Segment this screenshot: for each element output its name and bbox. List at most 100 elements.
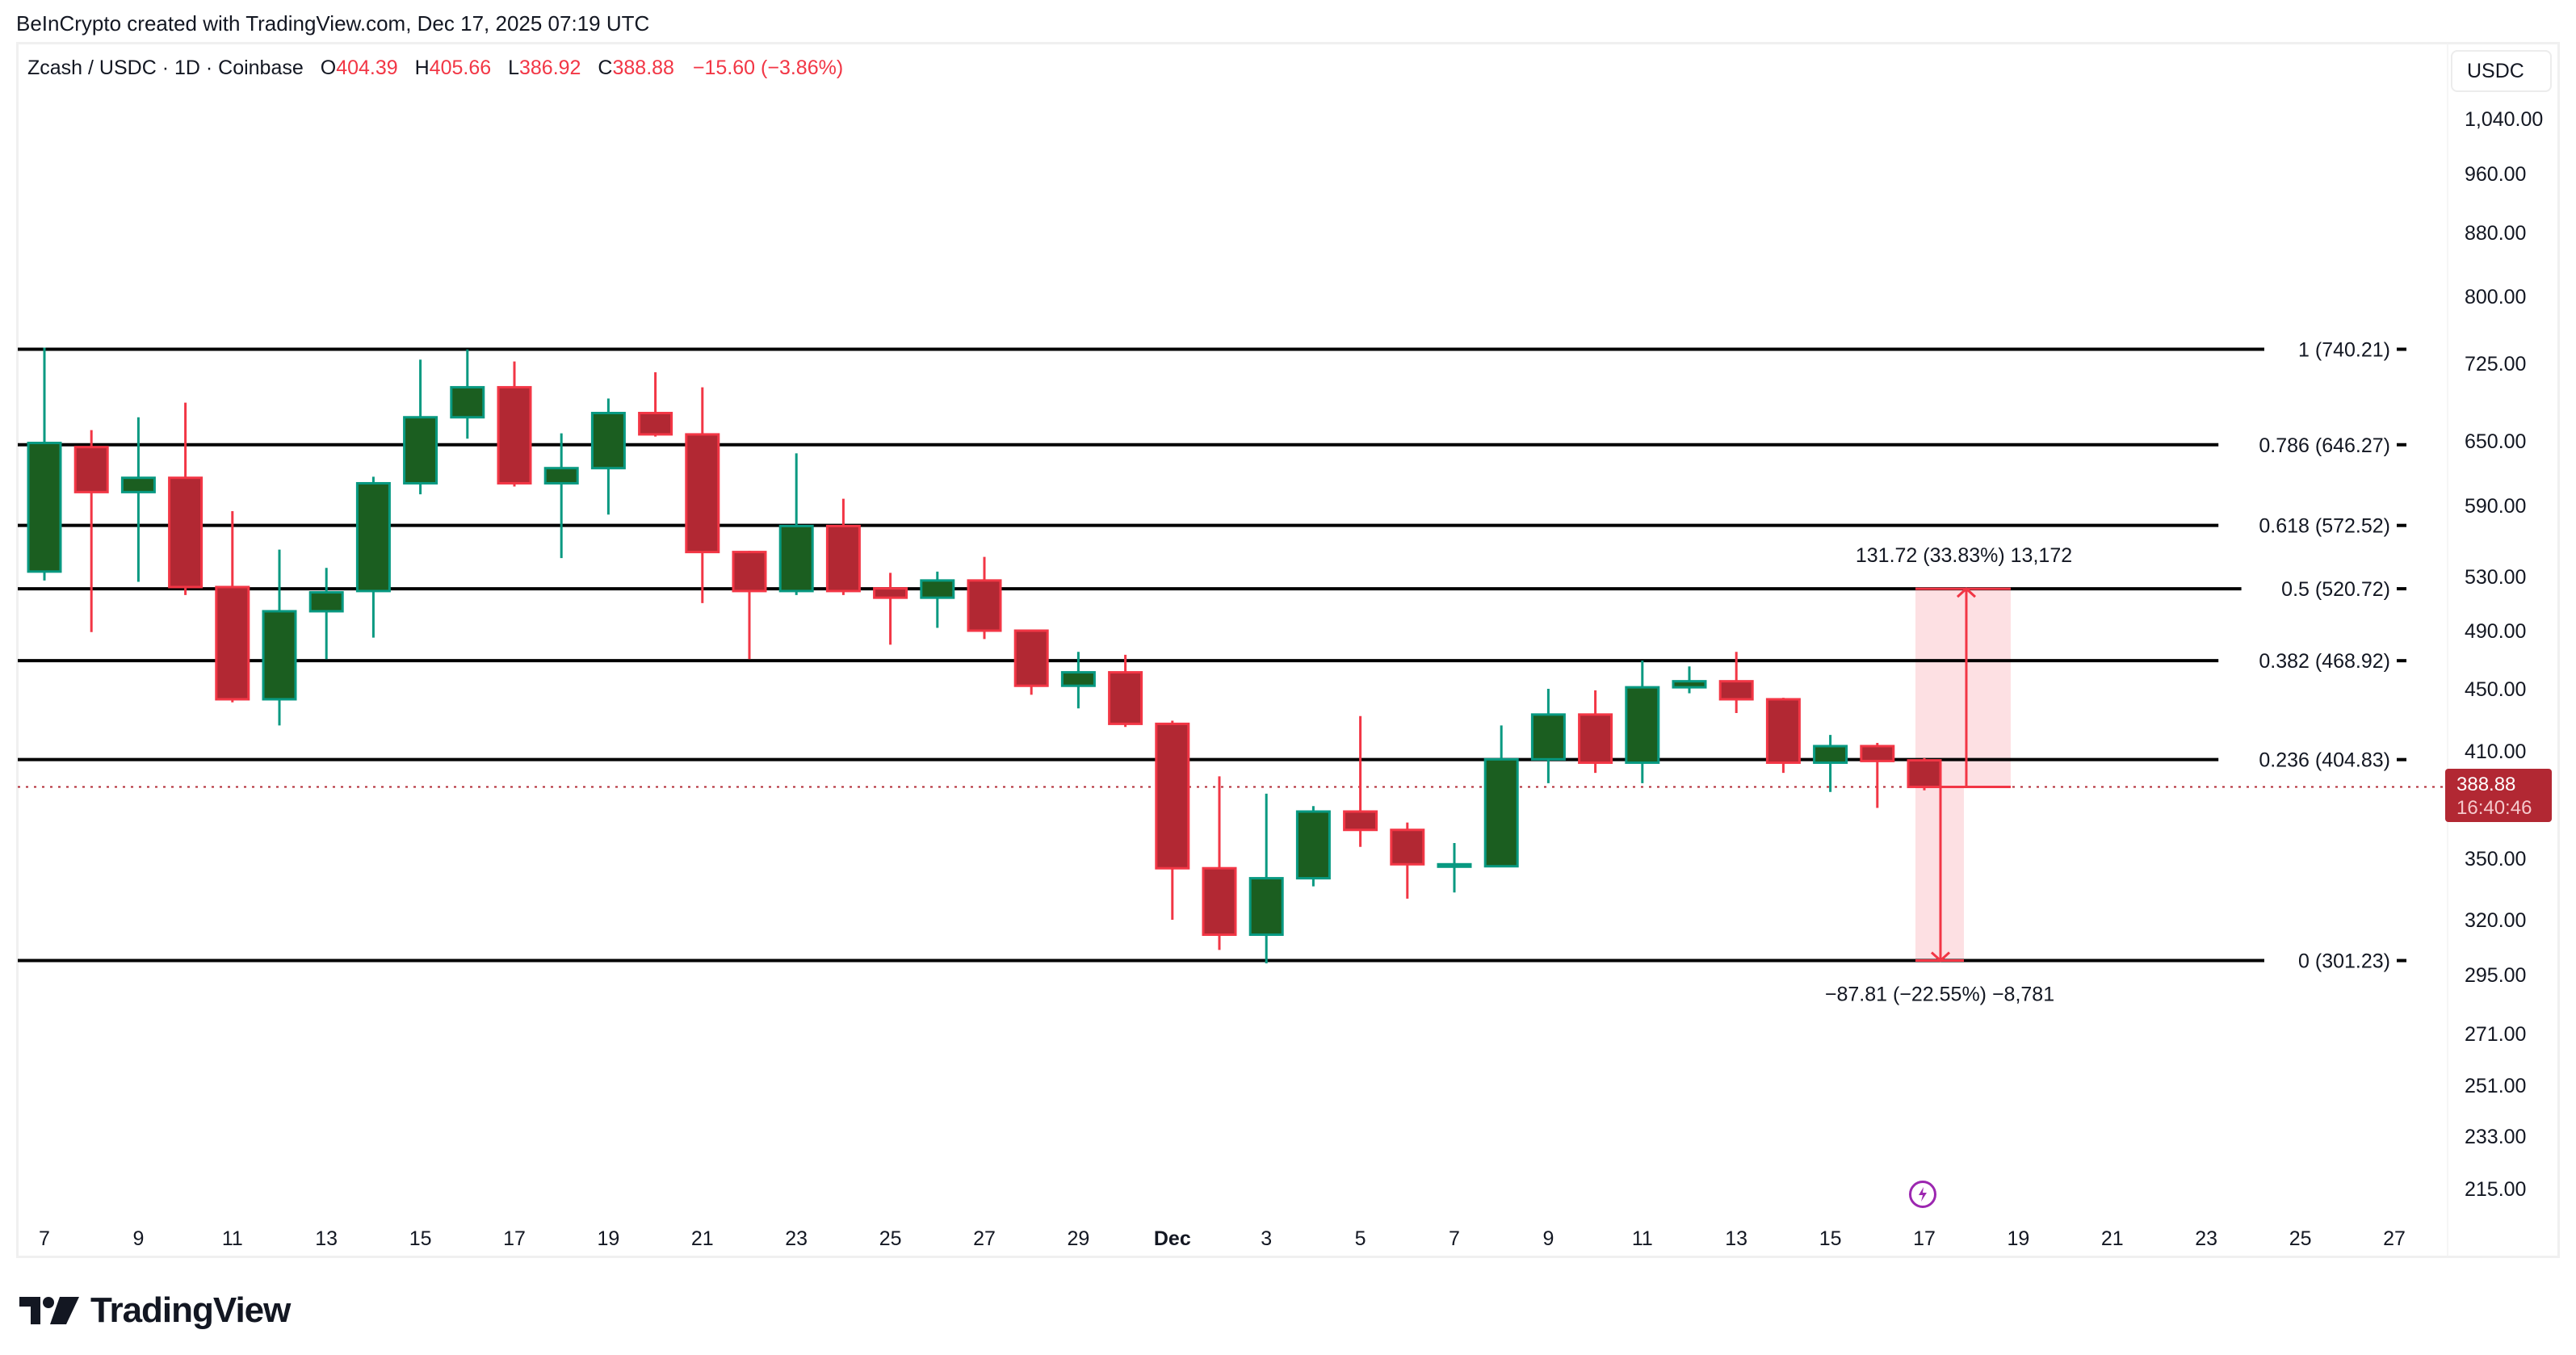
fib-level-label: 0 (301.23) bbox=[2298, 950, 2390, 973]
open-label: O bbox=[320, 57, 337, 79]
fib-level-label: 0.618 (572.52) bbox=[2259, 515, 2390, 538]
open-value: 404.39 bbox=[336, 57, 398, 79]
price-axis-tick: 650.00 bbox=[2465, 430, 2526, 453]
tradingview-logo[interactable]: TradingView bbox=[19, 1290, 291, 1331]
price-axis-tick: 800.00 bbox=[2465, 286, 2526, 308]
candle-body[interactable] bbox=[590, 412, 626, 470]
chart-credit: BeInCrypto created with TradingView.com,… bbox=[16, 11, 650, 36]
candle-body[interactable] bbox=[1813, 745, 1848, 764]
fib-level-label: 0.786 (646.27) bbox=[2259, 434, 2390, 457]
candle-body[interactable] bbox=[450, 386, 485, 419]
high-value: 405.66 bbox=[429, 57, 492, 79]
candle-body[interactable] bbox=[73, 446, 109, 493]
time-axis-tick: 21 bbox=[691, 1227, 714, 1250]
candle-body[interactable] bbox=[308, 591, 344, 613]
candle-body[interactable] bbox=[1765, 698, 1801, 764]
time-axis-tick: 11 bbox=[1632, 1227, 1653, 1250]
fib-level-label: 0.236 (404.83) bbox=[2259, 749, 2390, 772]
candle-body[interactable] bbox=[355, 481, 391, 593]
candle-body[interactable] bbox=[920, 579, 955, 599]
candle-body[interactable] bbox=[1343, 810, 1378, 832]
time-axis-tick: 13 bbox=[1725, 1227, 1747, 1250]
price-axis-tick: 295.00 bbox=[2465, 964, 2526, 987]
candle-body[interactable] bbox=[1483, 757, 1519, 868]
candle-body[interactable] bbox=[403, 416, 438, 485]
candle-body[interactable] bbox=[1530, 713, 1566, 761]
candle-body[interactable] bbox=[1202, 866, 1237, 936]
candle-body[interactable] bbox=[215, 585, 250, 701]
time-axis-tick: 9 bbox=[1542, 1227, 1554, 1250]
price-axis-tick: 450.00 bbox=[2465, 678, 2526, 701]
candle-body[interactable] bbox=[1578, 713, 1613, 764]
candle-body[interactable] bbox=[497, 386, 532, 485]
candle-body[interactable] bbox=[1108, 671, 1143, 725]
candle-body[interactable] bbox=[1155, 722, 1190, 870]
candle-body[interactable] bbox=[873, 587, 908, 599]
symbol-legend: Zcash / USDC · 1D · Coinbase O404.39 H40… bbox=[27, 57, 843, 80]
time-axis-tick: 19 bbox=[2007, 1227, 2029, 1250]
time-axis-tick: 7 bbox=[1449, 1227, 1460, 1250]
currency-button[interactable]: USDC bbox=[2451, 50, 2552, 92]
candle-body[interactable] bbox=[1295, 810, 1331, 880]
symbol-title[interactable]: Zcash / USDC · 1D · Coinbase bbox=[27, 57, 304, 79]
measure-up-box bbox=[1915, 589, 2011, 787]
price-axis-tick: 880.00 bbox=[2465, 222, 2526, 245]
candle-body[interactable] bbox=[732, 551, 767, 593]
measure-down-label: −87.81 (−22.55%) −8,781 bbox=[1825, 984, 2054, 1006]
time-axis-tick: 19 bbox=[597, 1227, 619, 1250]
bar-countdown: 16:40:46 bbox=[2456, 797, 2532, 819]
candle-body[interactable] bbox=[543, 467, 579, 485]
candle-body[interactable] bbox=[1390, 829, 1425, 866]
time-axis-tick: 3 bbox=[1261, 1227, 1272, 1250]
bolt-glyph-icon bbox=[1919, 1187, 1927, 1202]
candle-body[interactable] bbox=[1860, 745, 1895, 762]
candle-body[interactable] bbox=[1907, 759, 1942, 788]
candle-body[interactable] bbox=[967, 579, 1002, 632]
time-axis-tick: 25 bbox=[879, 1227, 902, 1250]
time-axis-tick: 23 bbox=[785, 1227, 808, 1250]
last-price-tag: 388.88 16:40:46 bbox=[2445, 769, 2552, 822]
candle-body[interactable] bbox=[120, 476, 156, 493]
candle-body[interactable] bbox=[1672, 680, 1707, 689]
candle-body[interactable] bbox=[168, 476, 203, 589]
candle-body[interactable] bbox=[1437, 862, 1472, 868]
arrow-up-icon bbox=[1956, 587, 1977, 598]
price-axis-tick: 233.00 bbox=[2465, 1126, 2526, 1148]
candle-body[interactable] bbox=[638, 412, 673, 436]
fib-level-label: 0.5 (520.72) bbox=[2281, 578, 2390, 601]
time-axis-tick: 27 bbox=[2383, 1227, 2406, 1250]
time-axis-tick: 29 bbox=[1067, 1227, 1089, 1250]
candle-body[interactable] bbox=[1013, 629, 1049, 687]
lightning-event-icon[interactable] bbox=[1909, 1181, 1936, 1208]
time-axis-tick: 11 bbox=[222, 1227, 243, 1250]
close-label: C bbox=[598, 57, 613, 79]
time-axis-tick: 7 bbox=[39, 1227, 50, 1250]
time-axis-tick: Dec bbox=[1154, 1227, 1191, 1250]
candle-body[interactable] bbox=[262, 610, 297, 701]
low-label: L bbox=[508, 57, 519, 79]
candle-body[interactable] bbox=[825, 524, 861, 593]
candle-body[interactable] bbox=[1060, 671, 1096, 687]
chart-frame bbox=[16, 42, 2560, 1258]
time-axis-tick: 27 bbox=[973, 1227, 996, 1250]
candle-body[interactable] bbox=[778, 524, 814, 593]
price-axis-tick: 350.00 bbox=[2465, 848, 2526, 870]
candle-body[interactable] bbox=[1718, 680, 1754, 701]
time-axis-tick: 17 bbox=[1913, 1227, 1936, 1250]
candle-body[interactable] bbox=[27, 442, 62, 573]
last-price: 388.88 bbox=[2456, 774, 2516, 795]
time-axis-tick: 21 bbox=[2101, 1227, 2124, 1250]
change-value: −15.60 (−3.86%) bbox=[692, 57, 844, 79]
candle-body[interactable] bbox=[685, 433, 720, 554]
candle-body[interactable] bbox=[1625, 686, 1660, 764]
price-axis-tick: 960.00 bbox=[2465, 163, 2526, 186]
time-axis-tick: 25 bbox=[2289, 1227, 2312, 1250]
price-axis-tick: 215.00 bbox=[2465, 1178, 2526, 1201]
candle-body[interactable] bbox=[1248, 877, 1284, 936]
tradingview-logo-icon bbox=[19, 1297, 79, 1324]
fib-level-label: 0.382 (468.92) bbox=[2259, 650, 2390, 673]
low-value: 386.92 bbox=[519, 57, 581, 79]
high-label: H bbox=[414, 57, 430, 79]
close-value: 388.88 bbox=[612, 57, 674, 79]
